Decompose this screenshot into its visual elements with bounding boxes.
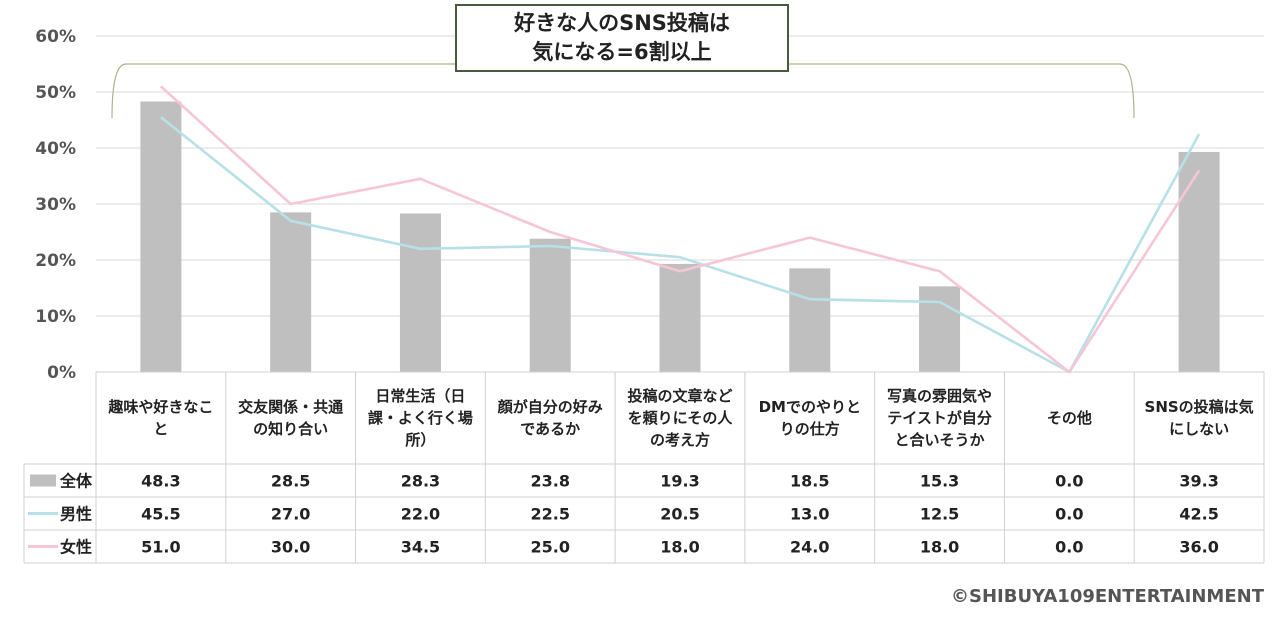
table-cell-value: 48.3 [141, 472, 180, 491]
series-line [160, 85, 1201, 374]
table-cell-value: 18.0 [920, 538, 959, 557]
category-label: と [153, 420, 168, 438]
table-cell-value: 27.0 [271, 505, 310, 524]
bar [399, 213, 441, 372]
bar [789, 268, 831, 372]
category-label: SNSの投稿は気 [1145, 398, 1254, 416]
table-cell-value: 23.8 [530, 472, 569, 491]
bar [919, 286, 961, 372]
bar [270, 212, 312, 372]
category-label: 投稿の文章など [627, 387, 732, 405]
category-label: 趣味や好きなこ [107, 398, 213, 416]
category-label: 交友関係・共通 [238, 398, 343, 416]
table-cell-value: 12.5 [920, 505, 959, 524]
legend-label: 全体 [59, 472, 93, 491]
category-label: であるか [520, 420, 580, 438]
category-label: りの仕方 [780, 420, 840, 438]
legend-key-全体 [30, 474, 56, 487]
table-cell-value: 22.0 [401, 505, 440, 524]
table-cell-value: 28.3 [401, 472, 440, 491]
callout-line-2: 気になる=6割以上 [532, 40, 712, 64]
y-tick-label: 60% [35, 27, 76, 47]
category-label: DMでのやりと [759, 398, 861, 416]
y-tick-label: 20% [35, 251, 76, 271]
callout-line-1: 好きな人のSNS投稿は [514, 11, 730, 35]
bar [1178, 151, 1220, 372]
bar [659, 263, 701, 372]
table-cell-value: 15.3 [920, 472, 959, 491]
series-line [160, 116, 1201, 374]
category-label: にしない [1169, 420, 1229, 438]
bar [529, 238, 571, 372]
category-label: の知り合い [253, 420, 328, 438]
category-label: 顔が自分の好み [497, 398, 603, 416]
category-label: その他 [1047, 409, 1092, 427]
category-label: テイストが自分 [887, 409, 992, 427]
y-tick-label: 40% [35, 139, 76, 159]
category-label: の考え方 [650, 431, 710, 449]
y-tick-label: 30% [35, 195, 76, 215]
table-cell-value: 19.3 [660, 472, 699, 491]
table-cell-value: 39.3 [1179, 472, 1218, 491]
table-cell-value: 13.0 [790, 505, 829, 524]
table-cell-value: 0.0 [1055, 538, 1083, 557]
category-label: を頼りにその人 [628, 409, 734, 427]
category-label: と合いそうか [895, 431, 985, 449]
copyright-text: ©SHIBUYA109ENTERTAINMENT [951, 586, 1264, 607]
table-cell-value: 18.5 [790, 472, 829, 491]
bar [140, 101, 182, 373]
category-label: 課・よく行く場 [368, 409, 473, 427]
table-cell-value: 51.0 [141, 538, 180, 557]
legend-label: 男性 [60, 505, 92, 524]
table-cell-value: 34.5 [401, 538, 440, 557]
table-cell-value: 30.0 [271, 538, 310, 557]
bracket-line [111, 63, 1135, 119]
table-cell-value: 0.0 [1055, 505, 1083, 524]
table-cell-value: 28.5 [271, 472, 310, 491]
table-cell-value: 42.5 [1179, 505, 1218, 524]
legend-label: 女性 [60, 538, 92, 557]
category-label: 日常生活（日 [375, 387, 465, 405]
category-label: 所） [405, 431, 435, 449]
category-label: 写真の雰囲気や [887, 387, 992, 405]
y-tick-label: 50% [35, 83, 76, 103]
table-cell-value: 0.0 [1055, 472, 1083, 491]
table-cell-value: 24.0 [790, 538, 829, 557]
table-cell-value: 25.0 [530, 538, 569, 557]
callout-box: 好きな人のSNS投稿は 気になる=6割以上 [455, 4, 789, 72]
table-cell-value: 22.5 [530, 505, 569, 524]
table-cell-value: 45.5 [141, 505, 180, 524]
y-tick-label: 0% [47, 363, 76, 383]
y-tick-label: 10% [35, 307, 76, 327]
table-cell-value: 20.5 [660, 505, 699, 524]
table-cell-value: 18.0 [660, 538, 699, 557]
table-cell-value: 36.0 [1179, 538, 1218, 557]
